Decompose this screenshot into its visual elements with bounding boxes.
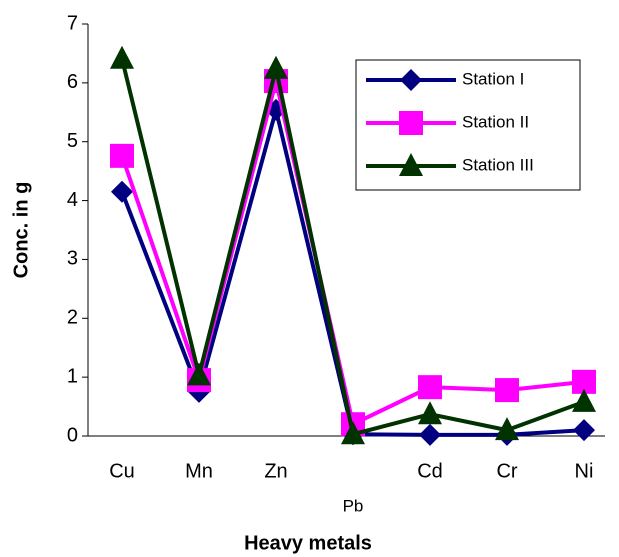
marker — [110, 45, 134, 69]
y-tick-label: 7 — [67, 12, 78, 34]
y-tick-label: 6 — [67, 71, 78, 93]
marker — [495, 417, 519, 441]
x-tick-label: Pb — [343, 496, 364, 515]
x-tick-label: Ni — [575, 460, 594, 482]
marker — [399, 111, 423, 135]
marker — [572, 388, 596, 412]
legend-label: Station III — [462, 155, 534, 174]
marker — [573, 419, 595, 442]
y-tick-label: 0 — [67, 424, 78, 446]
y-axis-title: Conc. in g — [10, 182, 32, 279]
x-tick-label: Mn — [185, 460, 213, 482]
y-tick-label: 3 — [67, 248, 78, 270]
legend-label: Station II — [462, 112, 529, 131]
x-tick-label: Cr — [496, 460, 517, 482]
y-tick-label: 1 — [67, 365, 78, 387]
marker — [187, 362, 211, 386]
y-tick-label: 4 — [67, 189, 78, 211]
marker — [111, 180, 133, 203]
y-tick-label: 2 — [67, 307, 78, 329]
marker — [419, 423, 441, 446]
x-axis-title: Heavy metals — [244, 532, 372, 554]
y-tick-label: 5 — [67, 130, 78, 152]
marker — [399, 153, 423, 176]
marker — [341, 421, 365, 445]
legend-label: Station I — [462, 69, 524, 88]
marker — [264, 55, 288, 79]
x-tick-label: Zn — [264, 460, 287, 482]
marker — [418, 375, 442, 400]
marker — [495, 378, 519, 403]
marker — [418, 401, 442, 425]
x-tick-label: Cd — [417, 460, 443, 482]
marker — [400, 69, 422, 91]
x-tick-label: Cu — [109, 460, 135, 482]
marker — [110, 143, 134, 168]
